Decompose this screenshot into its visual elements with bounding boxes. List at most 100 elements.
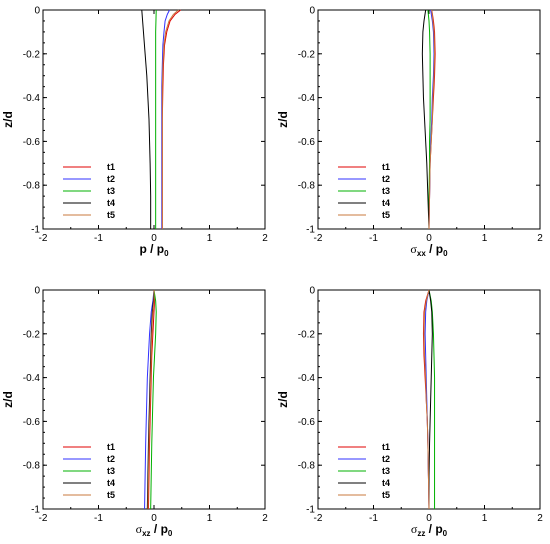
x-tick-label: -1 xyxy=(369,233,378,244)
y-tick-label: -0.6 xyxy=(298,417,316,428)
series-line-t2 xyxy=(161,9,170,229)
chart-panel-1: -2 -1 0 1 20-0.2-0.4-0.6-0.8-1z/dp / p0t1t2t… xyxy=(1,6,268,259)
x-label-rest: / p xyxy=(425,522,442,536)
x-label-subscript: xz xyxy=(142,529,150,538)
x-tick-label: 2 xyxy=(537,513,543,524)
y-tick-label: -0.6 xyxy=(298,137,316,148)
x-tick-label: 2 xyxy=(262,233,268,244)
y-tick-label: -0.6 xyxy=(23,137,41,148)
y-tick-label: -0.2 xyxy=(298,329,316,340)
legend-label-t3: t3 xyxy=(382,466,390,476)
series-line-t1 xyxy=(147,289,156,510)
x-label-symbol: σ xyxy=(411,522,418,536)
y-tick-label: 0 xyxy=(34,286,40,297)
legend-label-t1: t1 xyxy=(382,442,390,452)
x-tick-label: 0 xyxy=(426,513,432,524)
y-tick-label: -1 xyxy=(31,225,40,236)
x-label-symbol: σ xyxy=(136,522,143,536)
x-label-rest: / p xyxy=(151,522,168,536)
y-tick-label: -1 xyxy=(31,505,40,516)
x-tick-label: 2 xyxy=(537,233,543,244)
y-tick-label: -0.8 xyxy=(23,461,41,472)
x-tick-label: -1 xyxy=(94,233,103,244)
x-tick-label: -2 xyxy=(39,513,48,524)
legend-label-t1: t1 xyxy=(107,442,115,452)
legend-label-t2: t2 xyxy=(107,174,115,184)
series-line-t4 xyxy=(421,9,430,230)
y-tick-label: -0.2 xyxy=(23,49,41,60)
plot-frame xyxy=(42,289,266,510)
legend-label-t2: t2 xyxy=(382,174,390,184)
y-tick-label: -1 xyxy=(306,505,315,516)
legend-label-t1: t1 xyxy=(382,162,390,172)
legend-label-t4: t4 xyxy=(382,198,390,208)
x-tick-label: -1 xyxy=(369,513,378,524)
legend-label-t3: t3 xyxy=(382,186,390,196)
x-tick-label: -2 xyxy=(314,233,323,244)
plot-frame xyxy=(42,9,266,230)
x-tick-label: 0 xyxy=(426,233,432,244)
y-axis-label: z/d xyxy=(1,111,15,128)
series-line-t5 xyxy=(423,289,430,510)
x-label-subscript: xx xyxy=(417,249,426,258)
legend-label-t4: t4 xyxy=(107,198,115,208)
series-line-t4 xyxy=(141,9,152,229)
legend-label-t2: t2 xyxy=(382,454,390,464)
x-axis-label: σxz / p0 xyxy=(136,522,173,538)
series-line-t2 xyxy=(144,289,155,510)
legend-label-t1: t1 xyxy=(107,162,115,172)
x-tick-label: 0 xyxy=(151,233,157,244)
y-tick-label: -0.8 xyxy=(298,461,316,472)
legend-label-t2: t2 xyxy=(107,454,115,464)
series-line-t3 xyxy=(155,9,157,229)
legend-label-t5: t5 xyxy=(107,490,115,500)
x-label-rest: / p xyxy=(426,242,443,256)
x-tick-label: 1 xyxy=(207,233,213,244)
legend-label-t5: t5 xyxy=(107,210,115,220)
y-tick-label: -0.6 xyxy=(23,417,41,428)
y-tick-label: -0.4 xyxy=(23,93,41,104)
legend-label-t5: t5 xyxy=(382,490,390,500)
x-axis-label: σzz / p0 xyxy=(411,522,448,538)
x-tick-label: 2 xyxy=(262,513,268,524)
y-axis-label: z/d xyxy=(276,391,290,408)
y-axis-label: z/d xyxy=(276,111,290,128)
y-axis-label: z/d xyxy=(1,391,15,408)
x-label-subscript-2: 0 xyxy=(443,529,448,538)
x-label-subscript: zz xyxy=(417,529,425,538)
legend-label-t5: t5 xyxy=(382,210,390,220)
legend-label-t4: t4 xyxy=(107,478,115,488)
y-tick-label: -0.8 xyxy=(23,181,41,192)
x-axis-label: σxx / p0 xyxy=(410,242,448,258)
series-line-t3 xyxy=(150,289,157,510)
x-tick-label: 1 xyxy=(482,513,488,524)
series-line-t4 xyxy=(428,289,433,509)
series-line-t3 xyxy=(427,9,431,229)
x-label-subscript-2: 0 xyxy=(168,529,173,538)
y-tick-label: -1 xyxy=(306,225,315,236)
series-line-t1 xyxy=(161,9,181,229)
legend-label-t3: t3 xyxy=(107,466,115,476)
y-tick-label: -0.4 xyxy=(23,373,41,384)
y-tick-label: 0 xyxy=(34,6,40,17)
legend-label-t4: t4 xyxy=(382,478,390,488)
y-tick-label: -0.2 xyxy=(298,49,316,60)
x-tick-label: -2 xyxy=(39,233,48,244)
x-label-symbol: σ xyxy=(410,242,417,256)
series-line-t3 xyxy=(428,289,436,509)
x-tick-label: 1 xyxy=(207,513,213,524)
y-tick-label: 0 xyxy=(309,6,315,17)
legend-label-t3: t3 xyxy=(107,186,115,196)
y-tick-label: -0.2 xyxy=(23,329,41,340)
x-label-subscript: 0 xyxy=(164,249,169,258)
y-tick-label: -0.8 xyxy=(298,181,316,192)
x-axis-label: p / p0 xyxy=(139,242,169,258)
series-line-t4 xyxy=(146,289,155,510)
y-tick-label: -0.4 xyxy=(298,373,316,384)
y-tick-label: -0.4 xyxy=(298,93,316,104)
x-tick-label: -2 xyxy=(314,513,323,524)
y-tick-label: 0 xyxy=(309,286,315,297)
